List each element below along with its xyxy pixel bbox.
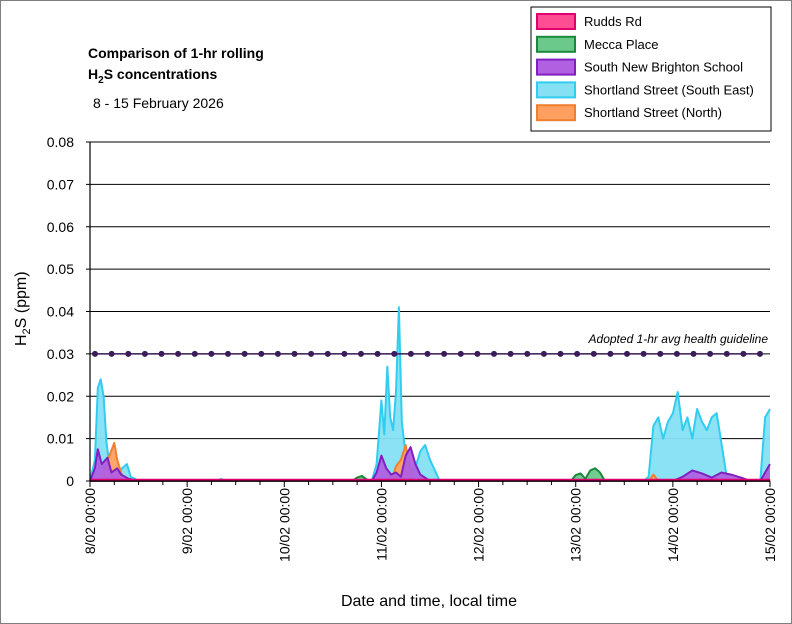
legend-label: Shortland Street (North) <box>584 105 722 120</box>
guideline-marker <box>141 350 148 357</box>
guideline-marker <box>707 350 714 357</box>
guideline-marker <box>308 350 315 357</box>
guideline-marker <box>524 350 531 357</box>
guideline-marker <box>291 350 298 357</box>
y-tick-label: 0.04 <box>47 304 74 320</box>
legend-label: Shortland Street (South East) <box>584 82 754 97</box>
guideline-marker <box>92 350 98 357</box>
x-tick-labels: 8/02 00:00 9/02 00:00 10/02 00:00 11/02 00:… <box>82 488 778 562</box>
chart-title-line1: Comparison of 1-hr rolling <box>88 45 264 61</box>
guideline-marker <box>175 350 182 357</box>
legend-swatch <box>536 81 576 99</box>
y-tick-label: 0.08 <box>47 134 74 150</box>
guideline-marker <box>624 350 630 357</box>
guideline-marker <box>358 350 364 357</box>
guideline-marker <box>723 350 730 357</box>
guideline-marker <box>574 350 581 357</box>
y-tick-label: 0.06 <box>47 219 74 235</box>
guideline-marker <box>158 350 165 357</box>
legend-label: South New Brighton School <box>584 60 743 75</box>
series-line <box>89 446 771 482</box>
series-area <box>90 447 770 481</box>
x-tick-label: 9/02 00:00 <box>179 488 195 554</box>
guideline-marker <box>540 350 547 357</box>
legend-label: Mecca Place <box>584 37 658 52</box>
health-guideline: Adopted 1-hr avg health guideline <box>92 332 768 357</box>
y-tick-label: 0.02 <box>47 388 74 404</box>
y-tick-label: 0.01 <box>47 431 74 447</box>
guideline-marker <box>341 350 348 357</box>
guideline-marker <box>673 350 680 357</box>
guideline-marker <box>374 350 381 357</box>
x-tick-label: 10/02 00:00 <box>276 488 292 562</box>
legend-swatch <box>536 58 576 76</box>
guideline-marker <box>690 350 697 357</box>
guideline-marker <box>241 350 248 357</box>
guideline-marker <box>757 350 763 357</box>
legend-swatch <box>536 104 576 122</box>
guideline-marker <box>491 350 497 357</box>
x-tick-label: 13/02 00:00 <box>568 488 584 562</box>
guideline-marker <box>191 350 198 357</box>
guideline-marker <box>657 350 664 357</box>
chart-title-line2: H2S concentrations <box>88 66 217 86</box>
guideline-marker <box>208 350 215 357</box>
guideline-marker <box>424 350 431 357</box>
x-tick-label: 14/02 00:00 <box>665 488 681 562</box>
guideline-marker <box>125 350 132 357</box>
guideline-marker <box>507 350 514 357</box>
y-tick-label: 0.03 <box>47 346 74 362</box>
x-tick-label: 12/02 00:00 <box>471 488 487 562</box>
grid-lines <box>86 141 770 482</box>
guideline-marker <box>324 350 331 357</box>
legend-swatch <box>536 13 576 30</box>
series-area <box>90 307 770 481</box>
guideline-marker <box>607 350 614 357</box>
series-area <box>90 468 770 481</box>
guideline-marker <box>225 350 231 357</box>
legend-swatch <box>536 35 576 53</box>
y-tick-label: 0.07 <box>47 176 74 192</box>
axes <box>89 142 771 487</box>
series-line <box>90 467 770 482</box>
guideline-marker <box>474 350 481 357</box>
guideline-marker <box>407 350 414 357</box>
x-tick-label: 15/02 00:00 <box>762 488 778 562</box>
x-tick-label: 11/02 00:00 <box>373 488 389 561</box>
y-tick-labels: 0 0.01 0.02 0.03 0.04 0.05 0.06 0.07 0.08 <box>47 134 74 489</box>
y-axis-title: H2S (ppm) <box>13 271 33 346</box>
chart-subtitle: 8 - 15 February 2026 <box>93 95 224 111</box>
guideline-marker <box>274 350 281 357</box>
guideline-label: Adopted 1-hr avg health guideline <box>588 332 769 346</box>
guideline-marker <box>640 350 647 357</box>
y-tick-label: 0.05 <box>47 261 74 277</box>
guideline-marker <box>441 350 448 357</box>
guideline-marker <box>258 350 265 357</box>
guideline-marker <box>391 350 398 357</box>
legend-label: Rudds Rd <box>584 14 642 29</box>
guideline-marker <box>557 350 564 357</box>
legend: Rudds Rd Mecca Place South New Brighton Sc… <box>530 6 772 132</box>
x-axis-title: Date and time, local time <box>341 593 517 610</box>
guideline-marker <box>108 350 115 357</box>
guideline-marker <box>457 350 464 357</box>
y-tick-label: 0 <box>66 473 74 489</box>
x-tick-label: 8/02 00:00 <box>82 488 98 554</box>
guideline-marker <box>590 350 597 357</box>
guideline-marker <box>740 350 747 357</box>
